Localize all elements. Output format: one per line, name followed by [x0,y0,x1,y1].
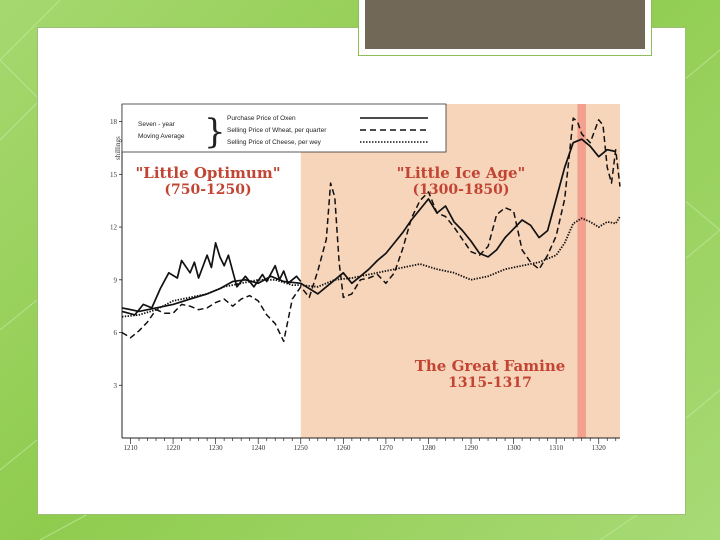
x-tick-label: 1240 [251,444,266,452]
legend-group-label-2: Moving Average [138,133,185,140]
region-period-great-famine: 1315-1317 [448,375,532,391]
region-great-famine [577,104,586,438]
region-period-little-ice-age: (1300-1850) [413,182,510,198]
region-label-great-famine: The Great Famine [415,357,566,375]
y-tick-label: 9 [114,276,118,284]
region-period-little-optimum: (750-1250) [164,182,251,198]
x-tick-label: 1290 [464,444,479,452]
region-label-little-optimum: "Little Optimum" [135,164,280,182]
legend-entry-cheese: Selling Price of Cheese, per wey [227,139,322,146]
x-tick-label: 1310 [549,444,564,452]
x-tick-label: 1320 [592,444,607,452]
y-tick-label: 18 [110,118,118,126]
x-tick-label: 1210 [124,444,139,452]
legend-entry-wheat: Selling Price of Wheat, per quarter [227,127,327,134]
legend-group-label-1: Seven - year [138,121,176,128]
y-tick-label: 3 [114,382,118,390]
legend: Seven - year Moving Average } Purchase P… [121,103,447,153]
annotations: "Little Optimum" (750-1250) "Little Ice … [135,164,565,391]
y-tick-label: 15 [110,171,118,179]
y-tick-label: 6 [114,329,118,337]
legend-entry-oxen: Purchase Price of Oxen [227,115,296,122]
title-bar [365,0,645,49]
series-line-1 [121,117,621,343]
legend-brace: } [204,112,226,152]
series-line-2 [121,216,621,318]
x-tick-label: 1230 [209,444,224,452]
y-axis-label: shillings [114,136,122,160]
y-tick-label: 12 [110,224,118,232]
x-tick-label: 1260 [336,444,351,452]
x-tick-label: 1250 [294,444,309,452]
x-tick-label: 1270 [379,444,394,452]
title-placeholder [358,0,652,56]
x-tick-label: 1300 [507,444,522,452]
x-tick-label: 1220 [166,444,181,452]
region-label-little-ice-age: "Little Ice Age" [397,164,526,182]
series-line-3 [121,242,302,316]
x-tick-label: 1280 [421,444,436,452]
